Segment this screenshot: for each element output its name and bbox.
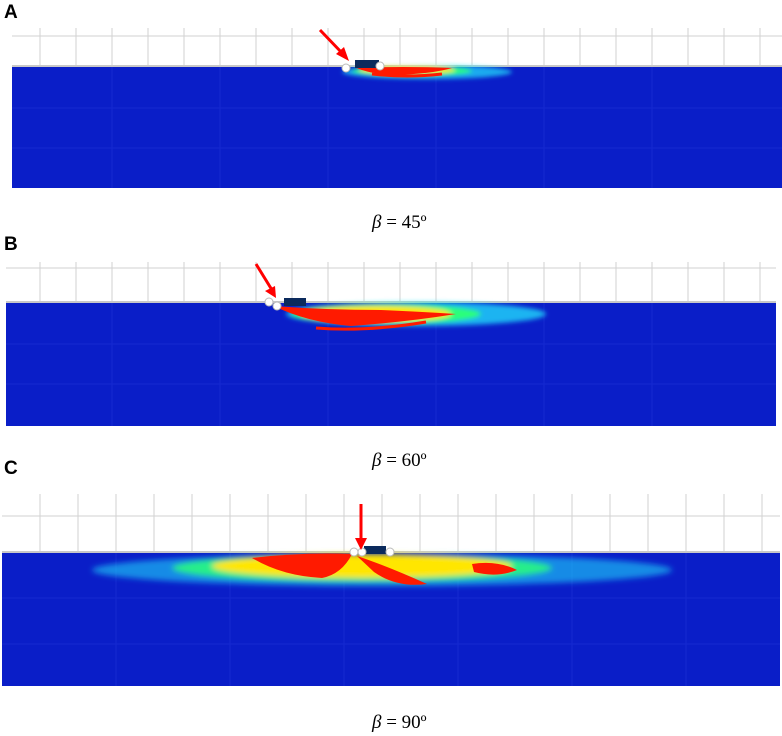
background-grid-c [2,494,780,552]
white-circle-icon [357,547,367,557]
white-circle-icon [341,63,351,73]
background-grid-a [12,28,782,66]
impactor-a [355,60,379,68]
caption-c: β = 90º [372,712,427,734]
damage-core-b [274,306,456,331]
panel-label-b: B [4,234,18,255]
domain-grid-b [6,302,776,426]
white-circle-icon [349,547,359,557]
white-circle-icon [375,61,385,71]
angle-value: = 90º [381,712,427,733]
white-circle-icon [385,547,395,557]
panel-label-a: A [4,2,18,23]
beta-symbol: β [372,212,382,233]
background-grid-b [6,262,776,302]
angle-value: = 45º [381,212,427,233]
red-arrow-icon [355,504,367,550]
red-arrow-icon [318,28,349,61]
caption-a: β = 45º [372,212,427,234]
domain-grid-a [12,66,782,188]
impactor-b [284,298,306,306]
impactor-c [364,546,386,554]
red-arrow-icon [254,263,276,298]
beta-symbol: β [372,450,382,471]
simulation-panel-c [2,494,780,686]
angle-value: = 60º [381,450,427,471]
panel-label-c: C [4,458,18,479]
simulation-panel-a [12,28,782,188]
damage-core-c [252,553,517,585]
beta-symbol: β [372,712,382,733]
caption-b: β = 60º [372,450,427,472]
white-circle-icon [272,301,282,311]
simulation-panel-b [6,262,776,426]
white-circle-icon [264,297,274,307]
target-domain-a [12,66,782,188]
